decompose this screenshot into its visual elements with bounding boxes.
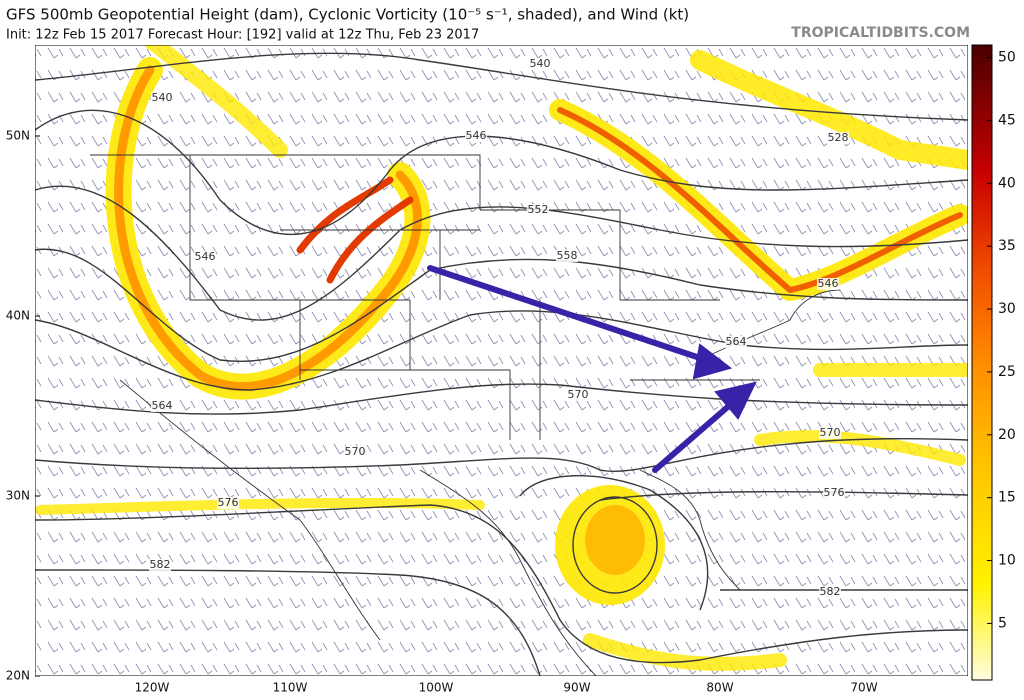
lat-label: 20N bbox=[6, 669, 30, 683]
contour-label-bg bbox=[151, 92, 173, 104]
colorbar-tick-label: 20 bbox=[998, 427, 1016, 443]
lon-label: 70W bbox=[850, 681, 877, 695]
contour-label-bg bbox=[344, 446, 366, 458]
contour-label-bg bbox=[823, 487, 845, 499]
colorbar-tick-label: 35 bbox=[998, 238, 1016, 254]
contour-label: 570 bbox=[568, 388, 589, 401]
contour-label-bg bbox=[465, 130, 487, 142]
lon-label: 90W bbox=[563, 681, 590, 695]
contour-label: 552 bbox=[528, 203, 549, 216]
contour-label: 576 bbox=[824, 486, 845, 499]
contour-label: 558 bbox=[557, 249, 578, 262]
contour-label-bg bbox=[527, 204, 549, 216]
contour-label: 570 bbox=[345, 445, 366, 458]
colorbar-tick-label: 45 bbox=[998, 112, 1016, 128]
contour-label: 528 bbox=[828, 131, 849, 144]
lon-label: 110W bbox=[273, 681, 308, 695]
contour-label: 540 bbox=[530, 57, 551, 70]
contour-label: 540 bbox=[152, 91, 173, 104]
lat-label: 50N bbox=[6, 129, 30, 143]
contour-label: 546 bbox=[818, 277, 839, 290]
colorbar-tick-label: 30 bbox=[998, 301, 1016, 317]
lat-label: 40N bbox=[6, 309, 30, 323]
colorbar-tick-label: 15 bbox=[998, 490, 1016, 506]
colorbar-tick-label: 25 bbox=[998, 364, 1016, 380]
contour-label: 564 bbox=[726, 335, 747, 348]
contour-label: 564 bbox=[152, 399, 173, 412]
lon-label: 120W bbox=[135, 681, 170, 695]
map-area bbox=[35, 45, 968, 676]
contour-label-bg bbox=[827, 132, 849, 144]
contour-label-bg bbox=[567, 389, 589, 401]
brand: TROPICALTIDBITS.COM bbox=[791, 25, 970, 41]
title: GFS 500mb Geopotential Height (dam), Cyc… bbox=[6, 6, 689, 24]
contour-label: 582 bbox=[150, 558, 171, 571]
contour-label: 546 bbox=[195, 250, 216, 263]
lon-label: 100W bbox=[419, 681, 454, 695]
contour-label-bg bbox=[817, 278, 839, 290]
contour-label-bg bbox=[217, 497, 239, 509]
colorbar bbox=[971, 44, 993, 681]
contour-label-bg bbox=[819, 427, 841, 439]
colorbar-tick-label: 5 bbox=[998, 615, 1007, 631]
colorbar-tick-label: 10 bbox=[998, 553, 1016, 569]
contour-label: 546 bbox=[466, 129, 487, 142]
contour-label-bg bbox=[149, 559, 171, 571]
contour-label-bg bbox=[529, 58, 551, 70]
contour-label-bg bbox=[194, 251, 216, 263]
contour-label-bg bbox=[151, 400, 173, 412]
contour-label-bg bbox=[725, 336, 747, 348]
lat-label: 30N bbox=[6, 489, 30, 503]
contour-label: 576 bbox=[218, 496, 239, 509]
colorbar-tick-label: 50 bbox=[998, 50, 1016, 66]
colorbar-tick-label: 40 bbox=[998, 175, 1016, 191]
lon-label: 80W bbox=[706, 681, 733, 695]
subtitle: Init: 12z Feb 15 2017 Forecast Hour: [19… bbox=[6, 28, 479, 43]
contour-label-bg bbox=[556, 250, 578, 262]
contour-label-bg bbox=[819, 586, 841, 598]
contour-label: 582 bbox=[820, 585, 841, 598]
contour-label: 570 bbox=[820, 426, 841, 439]
